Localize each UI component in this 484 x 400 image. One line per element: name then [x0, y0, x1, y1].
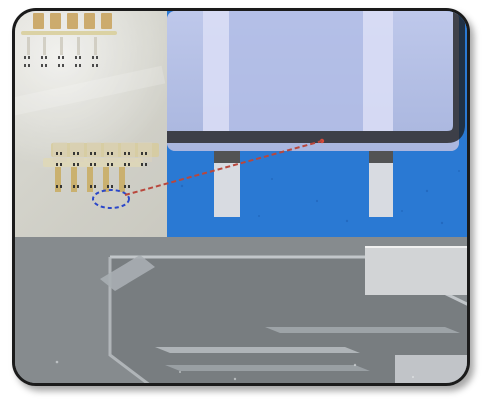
- device-array-photo-art: [15, 11, 167, 237]
- optical-micrograph-art: [167, 11, 470, 237]
- device-array-photo: [15, 11, 167, 237]
- sem-image-art: [15, 237, 470, 386]
- optical-micrograph: [167, 11, 470, 237]
- sem-image: [15, 237, 470, 386]
- figure-frame: [12, 8, 470, 386]
